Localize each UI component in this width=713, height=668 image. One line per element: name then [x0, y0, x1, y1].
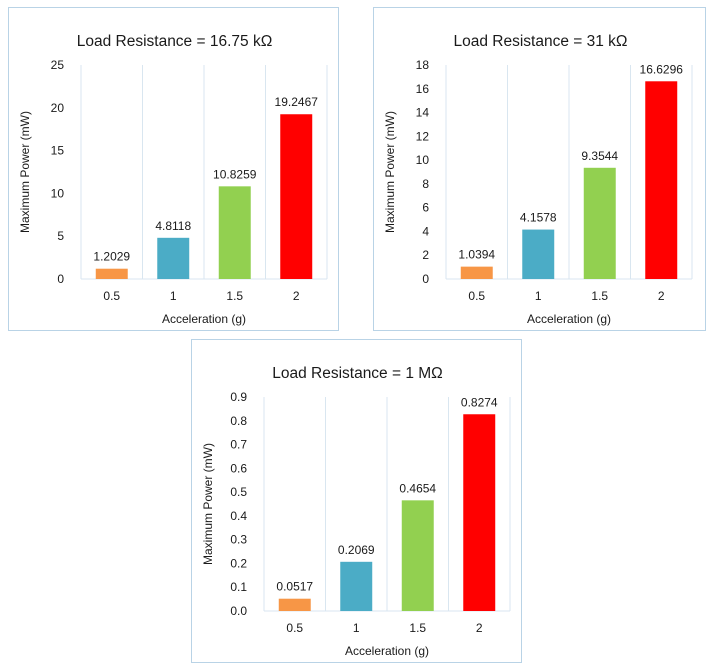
chart-panel-31-kohm: Load Resistance = 31 kΩ 0 2 4 6 8 10 12 14 16 18 1.… [373, 7, 706, 331]
data-label: 1.2029 [93, 250, 130, 264]
x-tick-label: 1 [353, 621, 360, 635]
chart-panel-16-75-kohm: Load Resistance = 16.75 kΩ 0 5 10 15 20 25 1.20… [8, 7, 339, 331]
y-tick-label: 2 [422, 248, 429, 262]
y-tick-label: 0.1 [230, 580, 247, 594]
bar [95, 268, 128, 279]
y-tick-label: 14 [416, 106, 430, 120]
x-tick-label: 1.5 [409, 621, 426, 635]
y-tick-label: 15 [51, 144, 65, 158]
x-tick-label: 0.5 [468, 289, 485, 303]
y-tick-label: 5 [57, 229, 64, 243]
y-tick-label: 25 [51, 58, 65, 72]
y-tick-label: 0 [57, 272, 64, 286]
y-tick-label: 8 [422, 177, 429, 191]
y-tick-label: 0 [422, 272, 429, 286]
x-tick-label: 1.5 [591, 289, 608, 303]
bar [583, 167, 616, 279]
bar [460, 266, 493, 279]
data-label: 9.3544 [581, 149, 618, 163]
y-axis-title: Maximum Power (mW) [383, 111, 397, 233]
chart-svg: Load Resistance = 31 kΩ0246810121416181.… [383, 33, 693, 326]
bar [278, 598, 311, 611]
y-tick-label: 6 [422, 201, 429, 215]
y-tick-label: 0.3 [230, 533, 247, 547]
y-tick-label: 18 [416, 58, 430, 72]
bar [463, 414, 496, 611]
y-tick-label: 0.5 [230, 485, 247, 499]
y-tick-label: 0.2 [230, 556, 247, 570]
data-label: 0.2069 [338, 543, 375, 557]
y-tick-label: 0.8 [230, 414, 247, 428]
x-tick-label: 1 [170, 289, 177, 303]
y-tick-label: 16 [416, 82, 430, 96]
chart-title: Load Resistance = 31 kΩ [453, 33, 627, 50]
bar [401, 500, 434, 611]
data-label: 0.4654 [399, 481, 436, 495]
bar [340, 561, 373, 611]
chart-title: Load Resistance = 1 MΩ [272, 365, 443, 382]
y-tick-label: 4 [422, 224, 429, 238]
data-label: 1.0394 [458, 248, 495, 262]
x-axis-title: Acceleration (g) [345, 644, 429, 658]
y-axis-title: Maximum Power (mW) [201, 443, 215, 565]
y-tick-label: 0.6 [230, 461, 247, 475]
bar [218, 186, 251, 279]
y-tick-label: 20 [51, 101, 65, 115]
data-label: 19.2467 [275, 95, 319, 109]
data-label: 4.1578 [520, 211, 557, 225]
bar [645, 81, 678, 279]
chart-panel-1-mohm: Load Resistance = 1 MΩ 0.0 0.1 0.2 0.3 0.4 0.5… [191, 339, 522, 663]
x-tick-label: 2 [293, 289, 300, 303]
data-label: 10.8259 [213, 167, 257, 181]
y-axis-title: Maximum Power (mW) [18, 111, 32, 233]
chart-svg: Load Resistance = 1 MΩ 0.0 0.1 0.2 0.3 0.4 0.5… [201, 365, 511, 658]
x-tick-label: 1 [535, 289, 542, 303]
x-tick-label: 2 [476, 621, 483, 635]
y-tick-label: 12 [416, 129, 430, 143]
x-tick-label: 0.5 [286, 621, 303, 635]
chart-title: Load Resistance = 16.75 kΩ [77, 33, 273, 50]
y-tick-label: 10 [51, 186, 65, 200]
bar [522, 229, 555, 279]
data-label: 16.6296 [640, 62, 684, 76]
x-tick-label: 1.5 [226, 289, 243, 303]
y-tick-label: 0.7 [230, 438, 247, 452]
bar [280, 114, 313, 279]
y-tick-label: 0.0 [230, 604, 247, 618]
x-tick-label: 2 [658, 289, 665, 303]
x-tick-label: 0.5 [103, 289, 120, 303]
data-label: 0.0517 [276, 580, 313, 594]
data-label: 0.8274 [461, 395, 498, 409]
bar [157, 237, 190, 279]
x-axis-title: Acceleration (g) [162, 312, 246, 326]
x-axis-title: Acceleration (g) [527, 312, 611, 326]
y-tick-label: 0.9 [230, 390, 247, 404]
y-tick-label: 10 [416, 153, 430, 167]
y-tick-label: 0.4 [230, 509, 247, 523]
data-label: 4.8118 [155, 219, 191, 233]
chart-svg: Load Resistance = 16.75 kΩ 0 5 10 15 20 25 1.20… [18, 33, 328, 326]
